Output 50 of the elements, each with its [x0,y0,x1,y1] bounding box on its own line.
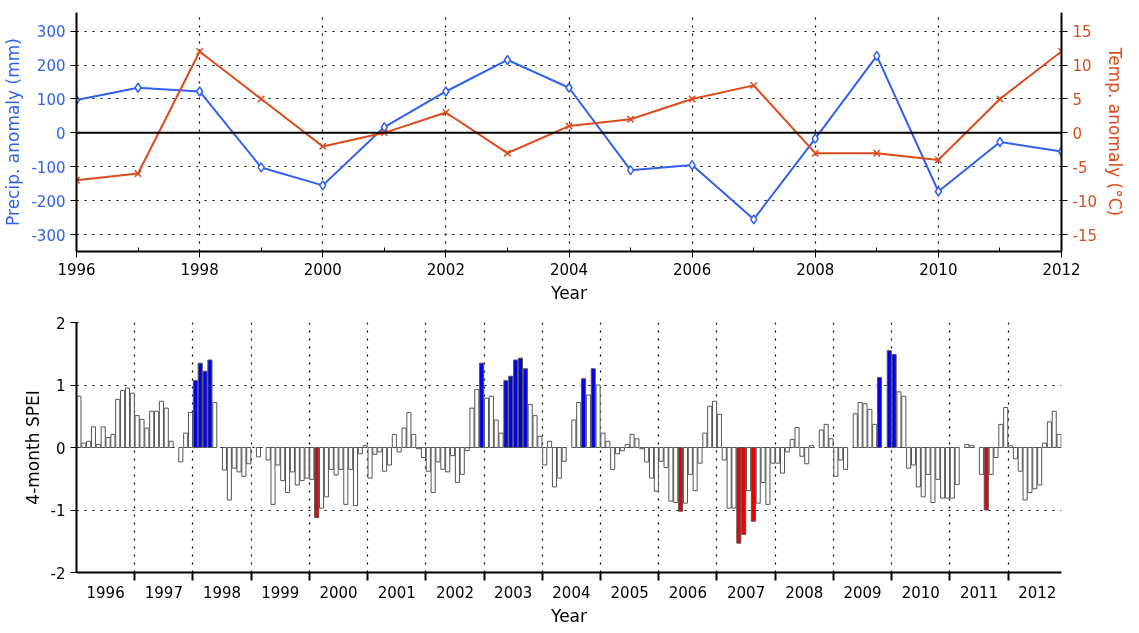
x-tick-label: 1998 [180,260,219,279]
x-tick-label: 2006 [668,583,707,602]
x-tick-label: 2009 [843,583,882,602]
x-tick-label: 2000 [303,260,342,279]
x-tick-label: 2008 [796,260,835,279]
y-axis-title: 4-month SPEI [22,390,43,505]
x-axis-title: Year [550,282,588,303]
x-tick-label: 2005 [610,583,649,602]
x-tick-label: 2008 [785,583,824,602]
y2-tick-label: 10 [1072,57,1092,76]
y-tick-label: 2 [55,314,66,333]
x-tick-label: 1996 [57,260,96,279]
y2-tick-label: -5 [1072,158,1088,177]
x-tick-label: 2000 [319,583,358,602]
y2-tick-label: 5 [1072,90,1083,109]
y-tick-label: 200 [36,57,66,76]
y2-tick-label: 0 [1072,124,1083,143]
x-tick-label: 2002 [426,260,465,279]
x-tick-label: 2002 [435,583,475,602]
x-tick-label: 1996 [86,583,125,602]
y-tick-label: -2 [50,564,66,583]
x-tick-label: 2012 [1018,583,1057,602]
x-tick-label: 2012 [1042,260,1081,279]
y-tick-label: 0 [55,124,66,143]
x-tick-label: 2006 [673,260,712,279]
y-tick-label: -200 [31,192,66,211]
x-tick-label: 2004 [549,260,589,279]
y-tick-label: 1 [55,377,66,395]
y2-tick-label: -10 [1072,192,1097,211]
x-tick-label: 2010 [901,583,940,602]
y2-axis-title: Temp. anomaly (°C) [1105,46,1125,217]
y-tick-label: 300 [36,23,66,42]
x-tick-label: 2010 [919,260,958,279]
x-tick-label: 2003 [494,583,533,602]
y-tick-label: 0 [55,439,66,458]
x-axis-title: Year [550,605,588,626]
x-tick-label: 2004 [552,583,591,602]
x-tick-label: 1999 [261,583,300,602]
x-tick-label: 1997 [144,583,183,602]
x-tick-label: 1998 [202,583,242,602]
y-tick-label: -300 [31,226,66,245]
y2-tick-label: -15 [1072,226,1097,245]
x-tick-label: 2001 [377,583,416,602]
y-tick-label: 100 [36,90,66,109]
y-axis-title: Precip. anomaly (mm) [3,38,24,226]
y-tick-label: -100 [31,158,66,177]
x-tick-label: 2011 [959,583,999,602]
y2-tick-label: 15 [1072,23,1092,42]
y-tick-label: -1 [50,502,66,520]
x-tick-label: 2007 [727,583,766,602]
